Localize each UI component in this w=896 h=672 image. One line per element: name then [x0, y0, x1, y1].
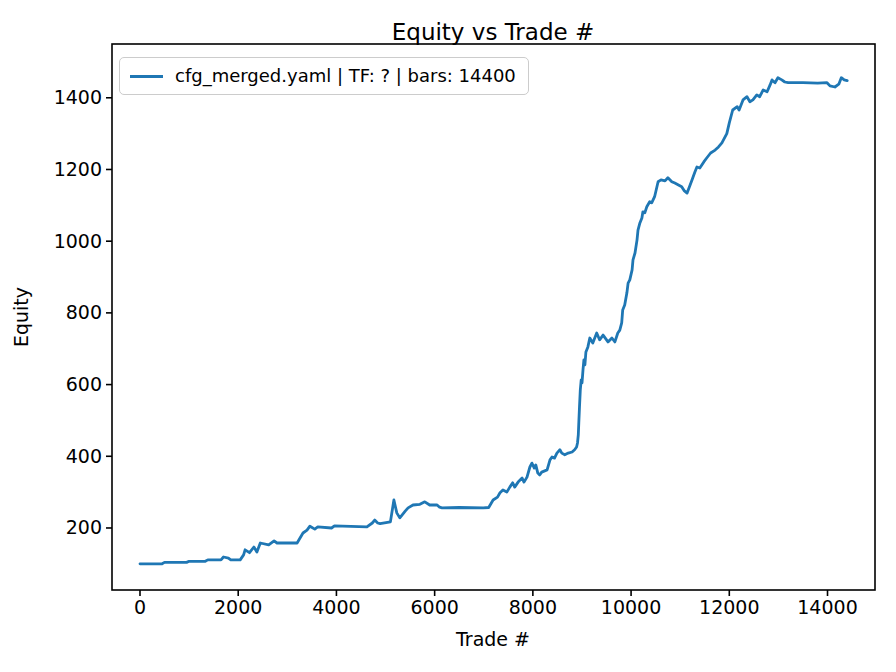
axis-ticks: 0 2000 4000 6000 8000 10000 12000 14000 200 400 60… — [54, 86, 858, 618]
chart-title: Equity vs Trade # — [392, 19, 595, 45]
equity-line-series — [140, 78, 847, 564]
legend-line-sample — [130, 75, 163, 78]
y-tick-label: 1400 — [54, 86, 102, 108]
axes-spines — [112, 44, 875, 590]
legend-box: cfg_merged.yaml | TF: ? | bars: 14400 — [119, 57, 529, 95]
x-tick-label: 2000 — [214, 596, 262, 618]
y-tick-label: 1000 — [54, 230, 102, 252]
y-axis-label: Equity — [10, 287, 32, 347]
y-tick-label: 200 — [66, 516, 102, 538]
y-tick-label: 400 — [66, 445, 102, 467]
x-tick-label: 8000 — [509, 596, 557, 618]
y-tick-label: 600 — [66, 373, 102, 395]
y-tick-label: 800 — [66, 301, 102, 323]
equity-chart-figure: Equity vs Trade # Trade # Equity 0 2000 40… — [0, 0, 896, 672]
legend-entry-label: cfg_merged.yaml | TF: ? | bars: 14400 — [175, 67, 516, 85]
plot-canvas: Equity vs Trade # Trade # Equity 0 2000 40… — [0, 0, 896, 672]
series-line — [140, 78, 847, 564]
y-tick-label: 1200 — [54, 158, 102, 180]
x-tick-label: 0 — [134, 596, 146, 618]
x-tick-label: 14000 — [797, 596, 857, 618]
x-tick-label: 10000 — [601, 596, 661, 618]
x-axis-label: Trade # — [455, 628, 530, 650]
x-tick-label: 12000 — [699, 596, 759, 618]
x-tick-label: 4000 — [312, 596, 360, 618]
x-tick-label: 6000 — [410, 596, 458, 618]
